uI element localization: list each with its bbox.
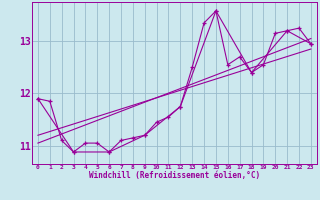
X-axis label: Windchill (Refroidissement éolien,°C): Windchill (Refroidissement éolien,°C) [89,171,260,180]
